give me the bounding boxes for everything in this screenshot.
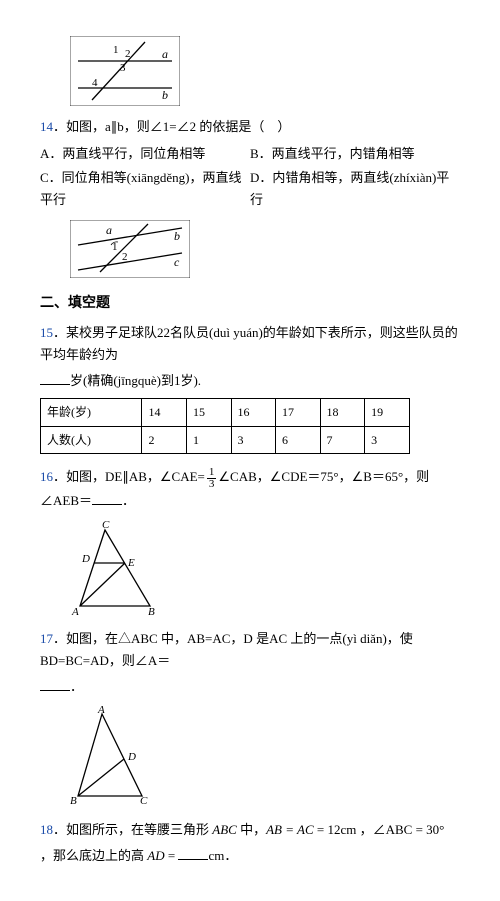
q16-figure: C D E A B	[70, 518, 460, 618]
fig2-a: a	[106, 223, 112, 237]
td-6: 3	[365, 426, 410, 453]
q16-number: 16	[40, 469, 53, 484]
angle-3-label: 3	[120, 62, 126, 74]
q17-svg: A B C D	[70, 704, 160, 809]
q18-ad: AD	[147, 848, 164, 863]
q14-number: 14	[40, 119, 53, 134]
q16-svg: C D E A B	[70, 518, 170, 618]
angle-2-label: 2	[125, 48, 131, 60]
th-1: 14	[142, 399, 187, 426]
pt-E: E	[127, 557, 135, 569]
pt-D: D	[81, 553, 90, 565]
q18-ang: ∠ABC = 30°	[373, 822, 445, 837]
q15-text-b: 岁(精确(jīngquè)到1岁).	[70, 373, 201, 388]
q18-number: 18	[40, 822, 53, 837]
pt-A: A	[71, 606, 79, 618]
q18-c: ，那么底边上的高	[40, 848, 147, 863]
q14-figure-1: 1 2 3 4 a b	[70, 36, 460, 106]
td-2: 1	[187, 426, 232, 453]
pt17-A: A	[97, 704, 105, 716]
pt17-B: B	[70, 795, 77, 807]
td-5: 7	[320, 426, 365, 453]
q17-text-b: ．	[70, 679, 83, 694]
q16-blank	[92, 491, 122, 505]
th-3: 16	[231, 399, 276, 426]
q18-a: ．如图所示，在等腰三角形	[53, 822, 212, 837]
section-2-title: 二、填空题	[40, 292, 460, 316]
q17-stem: 17．如图，在△ABC 中，AB=AC，D 是AC 上的一点(yì diǎn)，…	[40, 628, 460, 672]
q15-number: 15	[40, 325, 53, 340]
q14-choice-c: C．同位角相等(xiāngděng)，两直线平行	[40, 166, 250, 212]
q14-choices: A．两直线平行，同位角相等 B．两直线平行，内错角相等 C．同位角相等(xiān…	[40, 142, 460, 212]
pt-B: B	[148, 606, 155, 618]
angle-1-label: 1	[113, 44, 119, 56]
q14-fig1-svg: 1 2 3 4 a b	[70, 36, 180, 106]
q16-stem: 16．如图，DE∥AB，∠CAE=13∠CAB，∠CDE＝75°，∠B＝65°，…	[40, 466, 460, 512]
th-4: 17	[276, 399, 321, 426]
fig2-c: c	[174, 255, 180, 269]
th-6: 19	[365, 399, 410, 426]
td-1: 2	[142, 426, 187, 453]
q14-choice-a: A．两直线平行，同位角相等	[40, 142, 250, 166]
q17-figure: A B C D	[70, 704, 460, 809]
angle-4-label: 4	[92, 77, 98, 89]
q14-stem: 14．如图，a∥b，则∠1=∠2 的依据是（ ）	[40, 116, 460, 138]
th-2: 15	[187, 399, 232, 426]
q14-text: ．如图，a∥b，则∠1=∠2 的依据是（ ）	[53, 119, 290, 134]
q15-text-a: ．某校男子足球队22名队员(duì yuán)的年龄如下表所示，则这些队员的平均…	[40, 325, 458, 362]
q15-stem: 15．某校男子足球队22名队员(duì yuán)的年龄如下表所示，则这些队员的…	[40, 322, 460, 366]
q17-text-a: ．如图，在△ABC 中，AB=AC，D 是AC 上的一点(yì diǎn)，使 …	[40, 631, 413, 668]
q17-number: 17	[40, 631, 53, 646]
q18-unit: cm．	[208, 848, 237, 863]
pt-C: C	[102, 519, 110, 531]
q18-blank	[178, 846, 208, 860]
q18-eq1: AB = AC	[266, 822, 314, 837]
q15-stem-2: 岁(精确(jīngquè)到1岁).	[40, 370, 460, 392]
pt17-D: D	[127, 751, 136, 763]
q16-text-a: ．如图，DE∥AB，∠CAE=	[53, 469, 205, 484]
q18-tri: ABC	[212, 822, 237, 837]
q18-b: 中，	[237, 822, 266, 837]
q14-choice-d: D．内错角相等，两直线(zhíxiàn)平行	[250, 166, 460, 212]
line-b-label: b	[162, 88, 168, 102]
th-0: 年龄(岁)	[41, 399, 142, 426]
th-5: 18	[320, 399, 365, 426]
fig2-b: b	[174, 229, 180, 243]
q14-fig2-svg: a b c 1 2	[70, 220, 190, 278]
q14-choice-b: B．两直线平行，内错角相等	[250, 142, 460, 166]
q18-eq2: = 12cm ，	[314, 822, 373, 837]
table-row-data: 人数(人) 2 1 3 6 7 3	[41, 426, 410, 453]
q18-stem-2: ，那么底边上的高 AD = cm．	[40, 845, 460, 867]
q17-blank	[40, 677, 70, 691]
td-4: 6	[276, 426, 321, 453]
q16-text-c: ．	[122, 493, 135, 508]
line-a-label: a	[162, 47, 168, 61]
td-0: 人数(人)	[41, 426, 142, 453]
fraction-icon: 13	[207, 467, 217, 490]
td-3: 3	[231, 426, 276, 453]
pt17-C: C	[140, 795, 148, 807]
q15-blank	[40, 371, 70, 385]
q15-table: 年龄(岁) 14 15 16 17 18 19 人数(人) 2 1 3 6 7 …	[40, 398, 410, 454]
q18-stem: 18．如图所示，在等腰三角形 ABC 中，AB = AC = 12cm ，∠AB…	[40, 819, 460, 841]
q14-figure-2: a b c 1 2	[70, 220, 460, 278]
table-row-header: 年龄(岁) 14 15 16 17 18 19	[41, 399, 410, 426]
fig2-angle2: 2	[122, 251, 128, 263]
q18-d: =	[165, 848, 179, 863]
q17-stem-2: ．	[40, 676, 460, 698]
